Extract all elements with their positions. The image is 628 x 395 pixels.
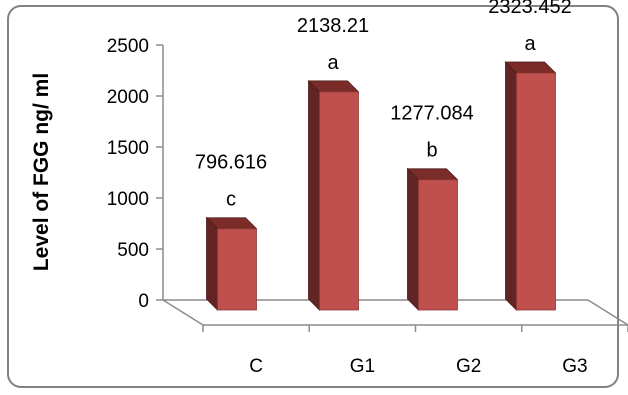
- bar-side-face: [407, 167, 419, 311]
- bar-value-label: 796.616: [195, 152, 267, 174]
- bar: [307, 79, 360, 311]
- y-tick-label: 500: [117, 240, 149, 261]
- significance-letter: c: [226, 189, 236, 211]
- labels: 796.616 c C 2138.21 a G1 1277.084 b G2 2323.452 a G…: [195, 0, 588, 377]
- bar: [504, 61, 557, 311]
- y-tick-label: 1000: [107, 189, 149, 210]
- x-category-label: G1: [350, 356, 375, 377]
- significance-letter: a: [327, 52, 339, 74]
- bar-front-face: [516, 72, 556, 311]
- bar-value-label: 2138.21: [297, 15, 369, 37]
- axes: 0 500 1000 1500 2000 2500: [107, 36, 628, 332]
- bars: [205, 61, 557, 311]
- y-tick-label: 2500: [107, 36, 149, 57]
- y-axis-title: Level of FGG ng/ ml: [30, 73, 53, 271]
- x-category-label: G3: [562, 356, 587, 377]
- bar-side-face: [308, 79, 320, 311]
- bar-side-face: [505, 61, 517, 311]
- significance-letter: a: [524, 33, 536, 55]
- y-tick-label: 1500: [107, 138, 149, 159]
- floor-right-edge: [587, 299, 628, 326]
- bar: [406, 167, 459, 311]
- y-tick-label: 0: [138, 291, 149, 312]
- x-category-label: G2: [456, 356, 481, 377]
- bar-value-label: 2323.452: [488, 0, 571, 18]
- significance-letter: b: [426, 140, 437, 162]
- bar-front-face: [319, 91, 359, 311]
- y-tick-label: 2000: [107, 87, 149, 108]
- bar-value-label: 1277.084: [390, 103, 473, 125]
- bar-side-face: [206, 216, 218, 311]
- bar: [205, 216, 258, 311]
- bar-front-face: [418, 179, 458, 311]
- x-category-label: C: [249, 356, 263, 377]
- bar-front-face: [217, 228, 257, 311]
